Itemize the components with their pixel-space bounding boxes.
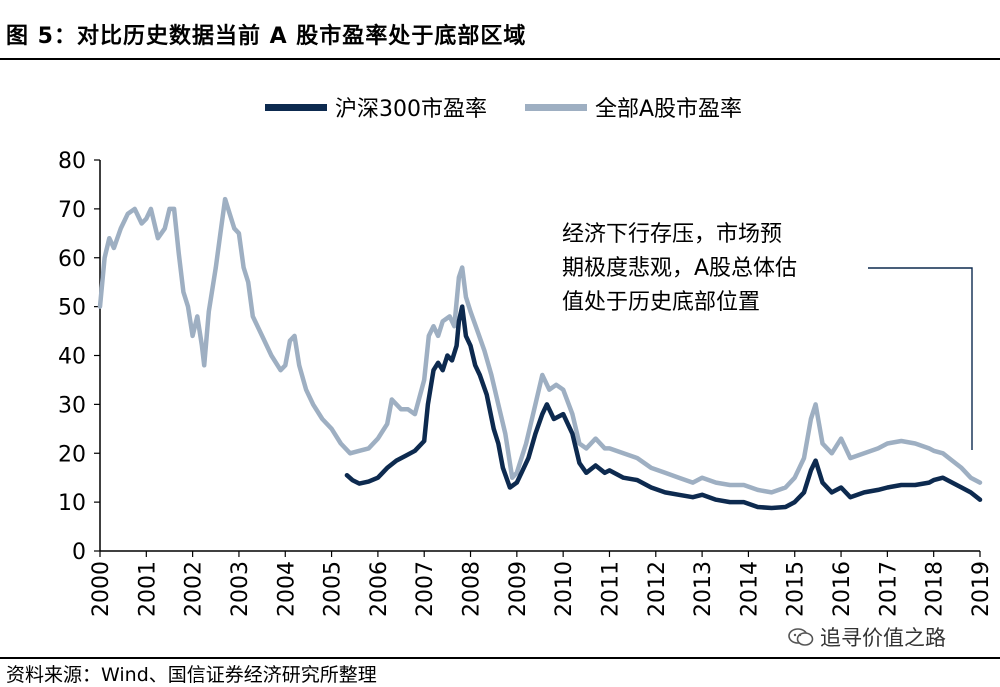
y-tick-label: 60 [58,247,86,272]
x-tick-label: 2013 [691,561,716,617]
legend-swatch-hs300 [265,103,327,111]
y-tick-label: 20 [58,442,86,467]
y-tick-label: 0 [72,540,86,565]
y-tick-label: 10 [58,491,86,516]
source-note: 资料来源：Wind、国信证券经济研究所整理 [6,664,377,686]
legend-label-hs300: 沪深300市盈率 [335,97,487,122]
x-tick-label: 2007 [413,561,438,617]
x-tick-label: 2015 [784,561,809,617]
series-line-hs300 [344,304,983,511]
x-tick-label: 2003 [228,561,253,617]
x-tick-label: 2006 [367,561,392,617]
x-tick-label: 2000 [89,561,114,617]
wechat-icon [788,628,814,646]
x-tick-label: 2005 [321,561,346,617]
chart-legend: 沪深300市盈率 全部A股市盈率 [265,92,780,122]
x-tick-label: 2004 [274,561,299,617]
watermark-text: 追寻价值之路 [820,626,946,650]
x-tick-label: 2012 [645,561,670,617]
annotation-leader-line [868,267,973,450]
x-tick-label: 2010 [552,561,577,617]
y-tick-label: 30 [58,393,86,418]
x-tick-label: 2011 [598,561,623,617]
x-tick-label: 2002 [182,561,207,617]
figure-title: 图 5：对比历史数据当前 A 股市盈率处于底部区域 [6,24,527,49]
y-tick-label: 80 [58,149,86,174]
legend-label-all-a: 全部A股市盈率 [595,97,743,122]
legend-item-hs300: 沪深300市盈率 [265,91,487,123]
legend-swatch-all-a [525,103,587,111]
watermark: 追寻价值之路 [788,622,946,652]
x-tick-label: 2008 [460,561,485,617]
chart-annotation: 经济下行存压，市场预 期极度悲观，A股总体估 值处于历史底部位置 [562,222,798,315]
footer-rule [0,657,1000,659]
x-tick-label: 2017 [876,561,901,617]
y-tick-label: 50 [58,296,86,321]
y-tick-label: 40 [58,345,86,370]
x-tick-label: 2001 [135,561,160,617]
series-line-all-a [97,196,983,495]
x-tick-label: 2016 [830,561,855,617]
x-tick-label: 2009 [506,561,531,617]
legend-item-all-a: 全部A股市盈率 [525,91,742,123]
figure-title-bar: 图 5：对比历史数据当前 A 股市盈率处于底部区域 [0,0,1000,60]
x-tick-label: 2018 [923,561,948,617]
y-tick-label: 70 [58,198,86,223]
x-tick-label: 2014 [737,561,762,617]
x-tick-label: 2019 [969,561,994,617]
